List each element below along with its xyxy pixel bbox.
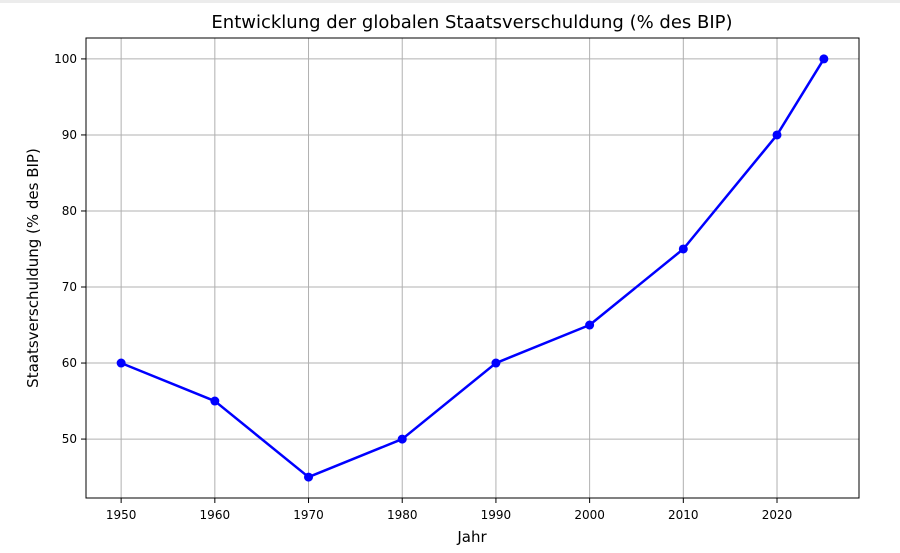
y-tick-label: 80	[62, 204, 77, 218]
y-axis-label: Staatsverschuldung (% des BIP)	[24, 148, 42, 388]
grid-lines	[86, 38, 859, 498]
data-point	[397, 434, 407, 444]
data-point	[491, 358, 501, 368]
chart-title: Entwicklung der globalen Staatsverschuld…	[211, 12, 732, 33]
x-tick-label: 2000	[574, 508, 605, 522]
x-axis: 1950 1960 1970 1980 1990 2000 2010 2020	[106, 498, 792, 522]
top-border	[0, 0, 900, 3]
y-tick-label: 70	[62, 280, 77, 294]
plot-frame	[85, 37, 860, 499]
y-axis: 50 60 70 80 90 100	[54, 52, 86, 446]
x-tick-label: 1960	[200, 508, 231, 522]
y-tick-label: 50	[62, 432, 77, 446]
series-group	[116, 54, 829, 482]
x-axis-label: Jahr	[456, 528, 487, 546]
y-tick-label: 60	[62, 356, 77, 370]
y-tick-label: 90	[62, 128, 77, 142]
x-tick-label: 1970	[293, 508, 324, 522]
x-tick-label: 2010	[668, 508, 699, 522]
data-point	[210, 396, 220, 406]
y-tick-label: 100	[54, 52, 77, 66]
data-point	[772, 130, 782, 140]
x-tick-label: 1950	[106, 508, 137, 522]
data-point	[116, 358, 126, 368]
data-point	[304, 472, 314, 482]
data-point	[678, 244, 688, 254]
x-tick-label: 1980	[387, 508, 418, 522]
x-tick-label: 1990	[481, 508, 512, 522]
series-line	[120, 58, 825, 479]
data-point	[585, 320, 595, 330]
x-tick-label: 2020	[762, 508, 793, 522]
data-point	[819, 54, 829, 64]
